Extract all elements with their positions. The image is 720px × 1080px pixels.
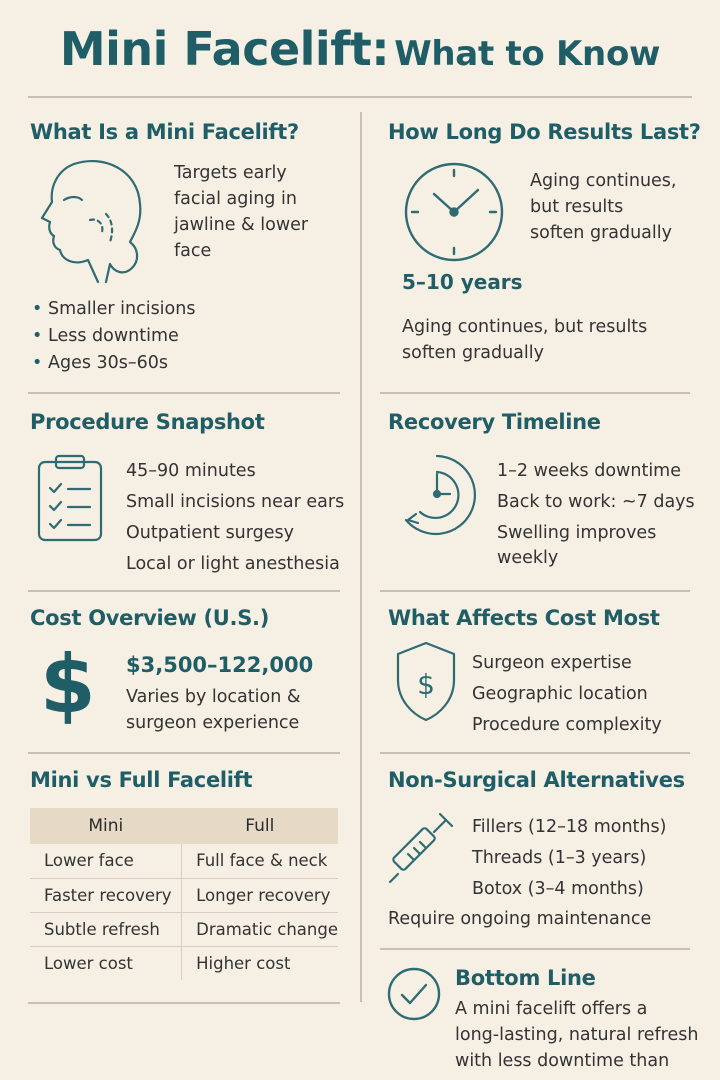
- list-item: Swelling improves: [497, 523, 657, 543]
- text-line: long-lasting, natural refresh: [455, 1025, 699, 1045]
- table-row: Lower face Full face & neck: [30, 844, 338, 879]
- text-line: A mini facelift offers a: [455, 999, 648, 1019]
- list-item: Outpatient surgesy: [126, 523, 295, 543]
- list-item: Fillers (12–18 months): [472, 817, 667, 837]
- comparison-table: Mini Full Lower face Full face & neck Fa…: [30, 808, 338, 980]
- shield-dollar-icon: $: [394, 640, 458, 724]
- divider: [28, 752, 340, 754]
- results-note: Aging continues, but results soften grad…: [402, 314, 647, 366]
- list-item: Botox (3–4 months): [472, 879, 644, 899]
- title-sub: What to Know: [394, 34, 661, 74]
- divider: [380, 752, 690, 754]
- page-title: Mini Facelift: What to Know: [0, 22, 720, 76]
- results-duration: 5–10 years: [402, 270, 523, 294]
- desc-line: face: [174, 241, 212, 261]
- list-item: Surgeon expertise: [472, 653, 632, 673]
- note-line: soften gradually: [402, 343, 544, 363]
- cost-note: Varies by location & surgeon experience: [126, 684, 301, 736]
- table-row: Subtle refresh Dramatic change: [30, 912, 338, 947]
- table-cell: Lower face: [30, 844, 183, 879]
- section-heading-what-is: What Is a Mini Facelift?: [30, 120, 299, 144]
- table-cell: Subtle refresh: [30, 912, 183, 947]
- divider: [380, 590, 690, 592]
- side-line: but results: [530, 197, 624, 217]
- cost-range: $3,500–122,000: [126, 653, 314, 677]
- divider: [28, 96, 692, 98]
- list-item: Threads (1–3 years): [472, 848, 647, 868]
- alternatives-list: Fillers (12–18 months) Threads (1–3 year…: [472, 812, 666, 905]
- section-heading-bottom-line: Bottom Line: [455, 966, 596, 990]
- recovery-list: 1–2 weeks downtime Back to work: ~7 days…: [497, 456, 695, 574]
- note-line: surgeon experience: [126, 713, 300, 733]
- section-heading-alternatives: Non-Surgical Alternatives: [388, 768, 685, 792]
- syringe-icon: [388, 808, 460, 884]
- svg-text:$: $: [417, 668, 435, 701]
- alternatives-note: Require ongoing maintenance: [388, 909, 652, 929]
- list-item: Smaller incisions: [30, 296, 195, 323]
- table-row: Faster recovery Longer recovery: [30, 878, 338, 913]
- divider: [380, 392, 690, 394]
- side-line: Aging continues,: [530, 171, 677, 191]
- table-cell: Full face & neck: [181, 844, 338, 879]
- side-line: soften gradually: [530, 223, 672, 243]
- clipboard-checklist-icon: [36, 454, 104, 544]
- table-cell: Faster recovery: [30, 878, 183, 913]
- bottom-line-text: A mini facelift offers a long-lasting, n…: [455, 996, 698, 1074]
- desc-line: Targets early: [174, 163, 287, 183]
- list-item: 45–90 minutes: [126, 461, 256, 481]
- table-cell: Longer recovery: [181, 878, 338, 913]
- section-heading-recovery: Recovery Timeline: [388, 410, 601, 434]
- divider: [28, 392, 340, 394]
- table-cell: Lower cost: [30, 946, 183, 980]
- list-item: weekly: [497, 548, 559, 568]
- what-is-description: Targets early facial aging in jawline & …: [174, 160, 308, 264]
- list-item: Local or light anesthesia: [126, 554, 340, 574]
- list-item: Ages 30s–60s: [30, 350, 195, 377]
- what-is-bullets: Smaller incisions Less downtime Ages 30s…: [30, 296, 195, 377]
- desc-line: jawline & lower: [174, 215, 309, 235]
- divider: [380, 948, 690, 950]
- divider: [28, 590, 340, 592]
- text-line: with less downtime than: [455, 1051, 670, 1071]
- section-heading-cost-factors: What Affects Cost Most: [388, 606, 660, 630]
- dollar-sign-icon: $: [40, 638, 96, 731]
- table-cell: Dramatic change: [181, 912, 338, 947]
- results-side-text: Aging continues, but results soften grad…: [530, 168, 676, 246]
- checkmark-circle-icon: [386, 966, 442, 1022]
- desc-line: facial aging in: [174, 189, 297, 209]
- list-item: Less downtime: [30, 323, 195, 350]
- note-line: Varies by location &: [126, 687, 301, 707]
- list-item: Geographic location: [472, 684, 648, 704]
- section-heading-results: How Long Do Results Last?: [388, 120, 701, 144]
- list-item: Back to work: ~7 days: [497, 492, 695, 512]
- divider: [360, 112, 362, 1002]
- procedure-list: 45–90 minutes Small incisions near ears …: [126, 456, 344, 580]
- table-header-row: Mini Full: [30, 808, 338, 844]
- column-header: Full: [181, 808, 338, 844]
- face-profile-icon: [34, 156, 154, 286]
- title-main: Mini Facelift:: [59, 22, 390, 76]
- list-item: Procedure complexity: [472, 715, 662, 735]
- section-heading-cost: Cost Overview (U.S.): [30, 606, 269, 630]
- list-item: Small incisions near ears: [126, 492, 345, 512]
- list-item: 1–2 weeks downtime: [497, 461, 681, 481]
- table-row: Lower cost Higher cost: [30, 946, 338, 980]
- column-header: Mini: [30, 808, 182, 844]
- clock-icon: [402, 160, 506, 264]
- section-heading-procedure: Procedure Snapshot: [30, 410, 265, 434]
- section-heading-comparison: Mini vs Full Facelift: [30, 768, 253, 792]
- divider: [28, 1002, 340, 1004]
- cost-factors-list: Surgeon expertise Geographic location Pr…: [472, 648, 662, 741]
- recovery-clock-icon: [394, 452, 480, 538]
- table-cell: Higher cost: [196, 953, 291, 973]
- note-line: Aging continues, but results: [402, 317, 648, 337]
